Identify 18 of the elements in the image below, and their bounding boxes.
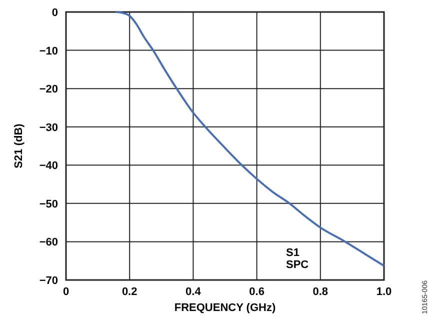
x-tick-label: 0.4 [186,286,202,298]
x-axis-title: FREQUENCY (GHz) [174,302,276,314]
y-tick-label: −20 [39,84,58,96]
x-tick-label: 0 [62,286,70,298]
annotation: S1 SPC [286,247,309,271]
y-tick-label: −50 [39,198,58,210]
y-tick-label: −40 [39,160,58,172]
y-tick-label: −70 [39,275,58,287]
x-tick-label: 0.8 [312,286,328,298]
y-tick-label: −10 [39,45,58,58]
y-tick-label: −30 [39,122,58,134]
line-series [114,11,385,267]
y-tick-label: 0 [52,7,58,19]
x-tick-label: 1.0 [376,286,392,298]
x-tick-label: 0.2 [122,286,138,298]
y-tick-label: −60 [39,236,58,249]
y-axis-title: S21 (dB) [13,123,25,168]
x-tick-label: 0.6 [249,286,264,298]
